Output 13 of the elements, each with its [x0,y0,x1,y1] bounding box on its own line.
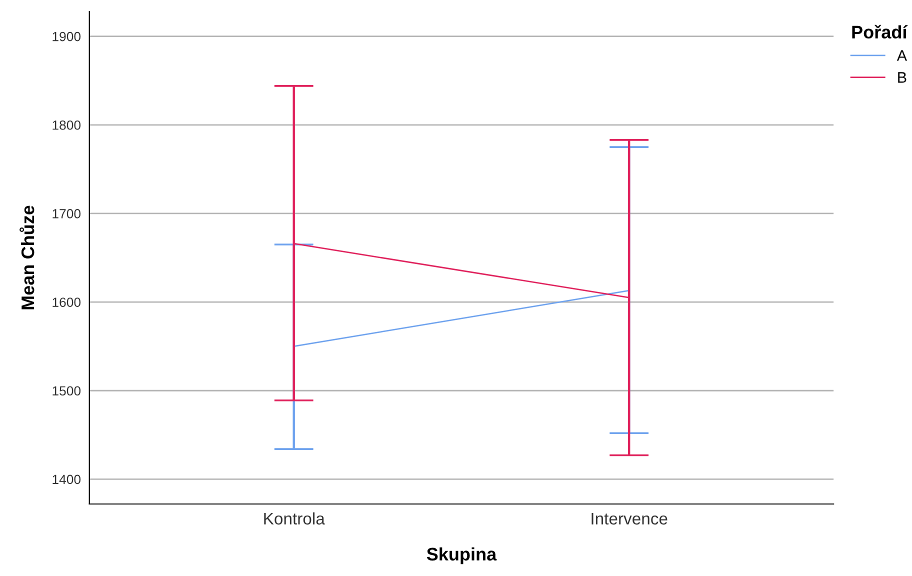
y-axis-title: Mean Chůze [20,206,34,310]
y-tick-label: 1600 [52,298,81,307]
y-tick-label: 1500 [52,386,81,396]
legend-title: Pořadí [852,24,908,39]
x-axis-title: Skupina [426,547,497,564]
y-tick-label: 1800 [52,120,81,130]
x-tick-label: Intervence [592,512,668,525]
y-tick-label: 1900 [52,32,81,42]
legend-label: B [898,72,906,83]
y-tick-label: 1400 [52,474,81,484]
x-tick-label: Kontrola [264,512,325,525]
y-tick-label: 1700 [52,209,81,218]
legend-label: A [896,50,908,61]
